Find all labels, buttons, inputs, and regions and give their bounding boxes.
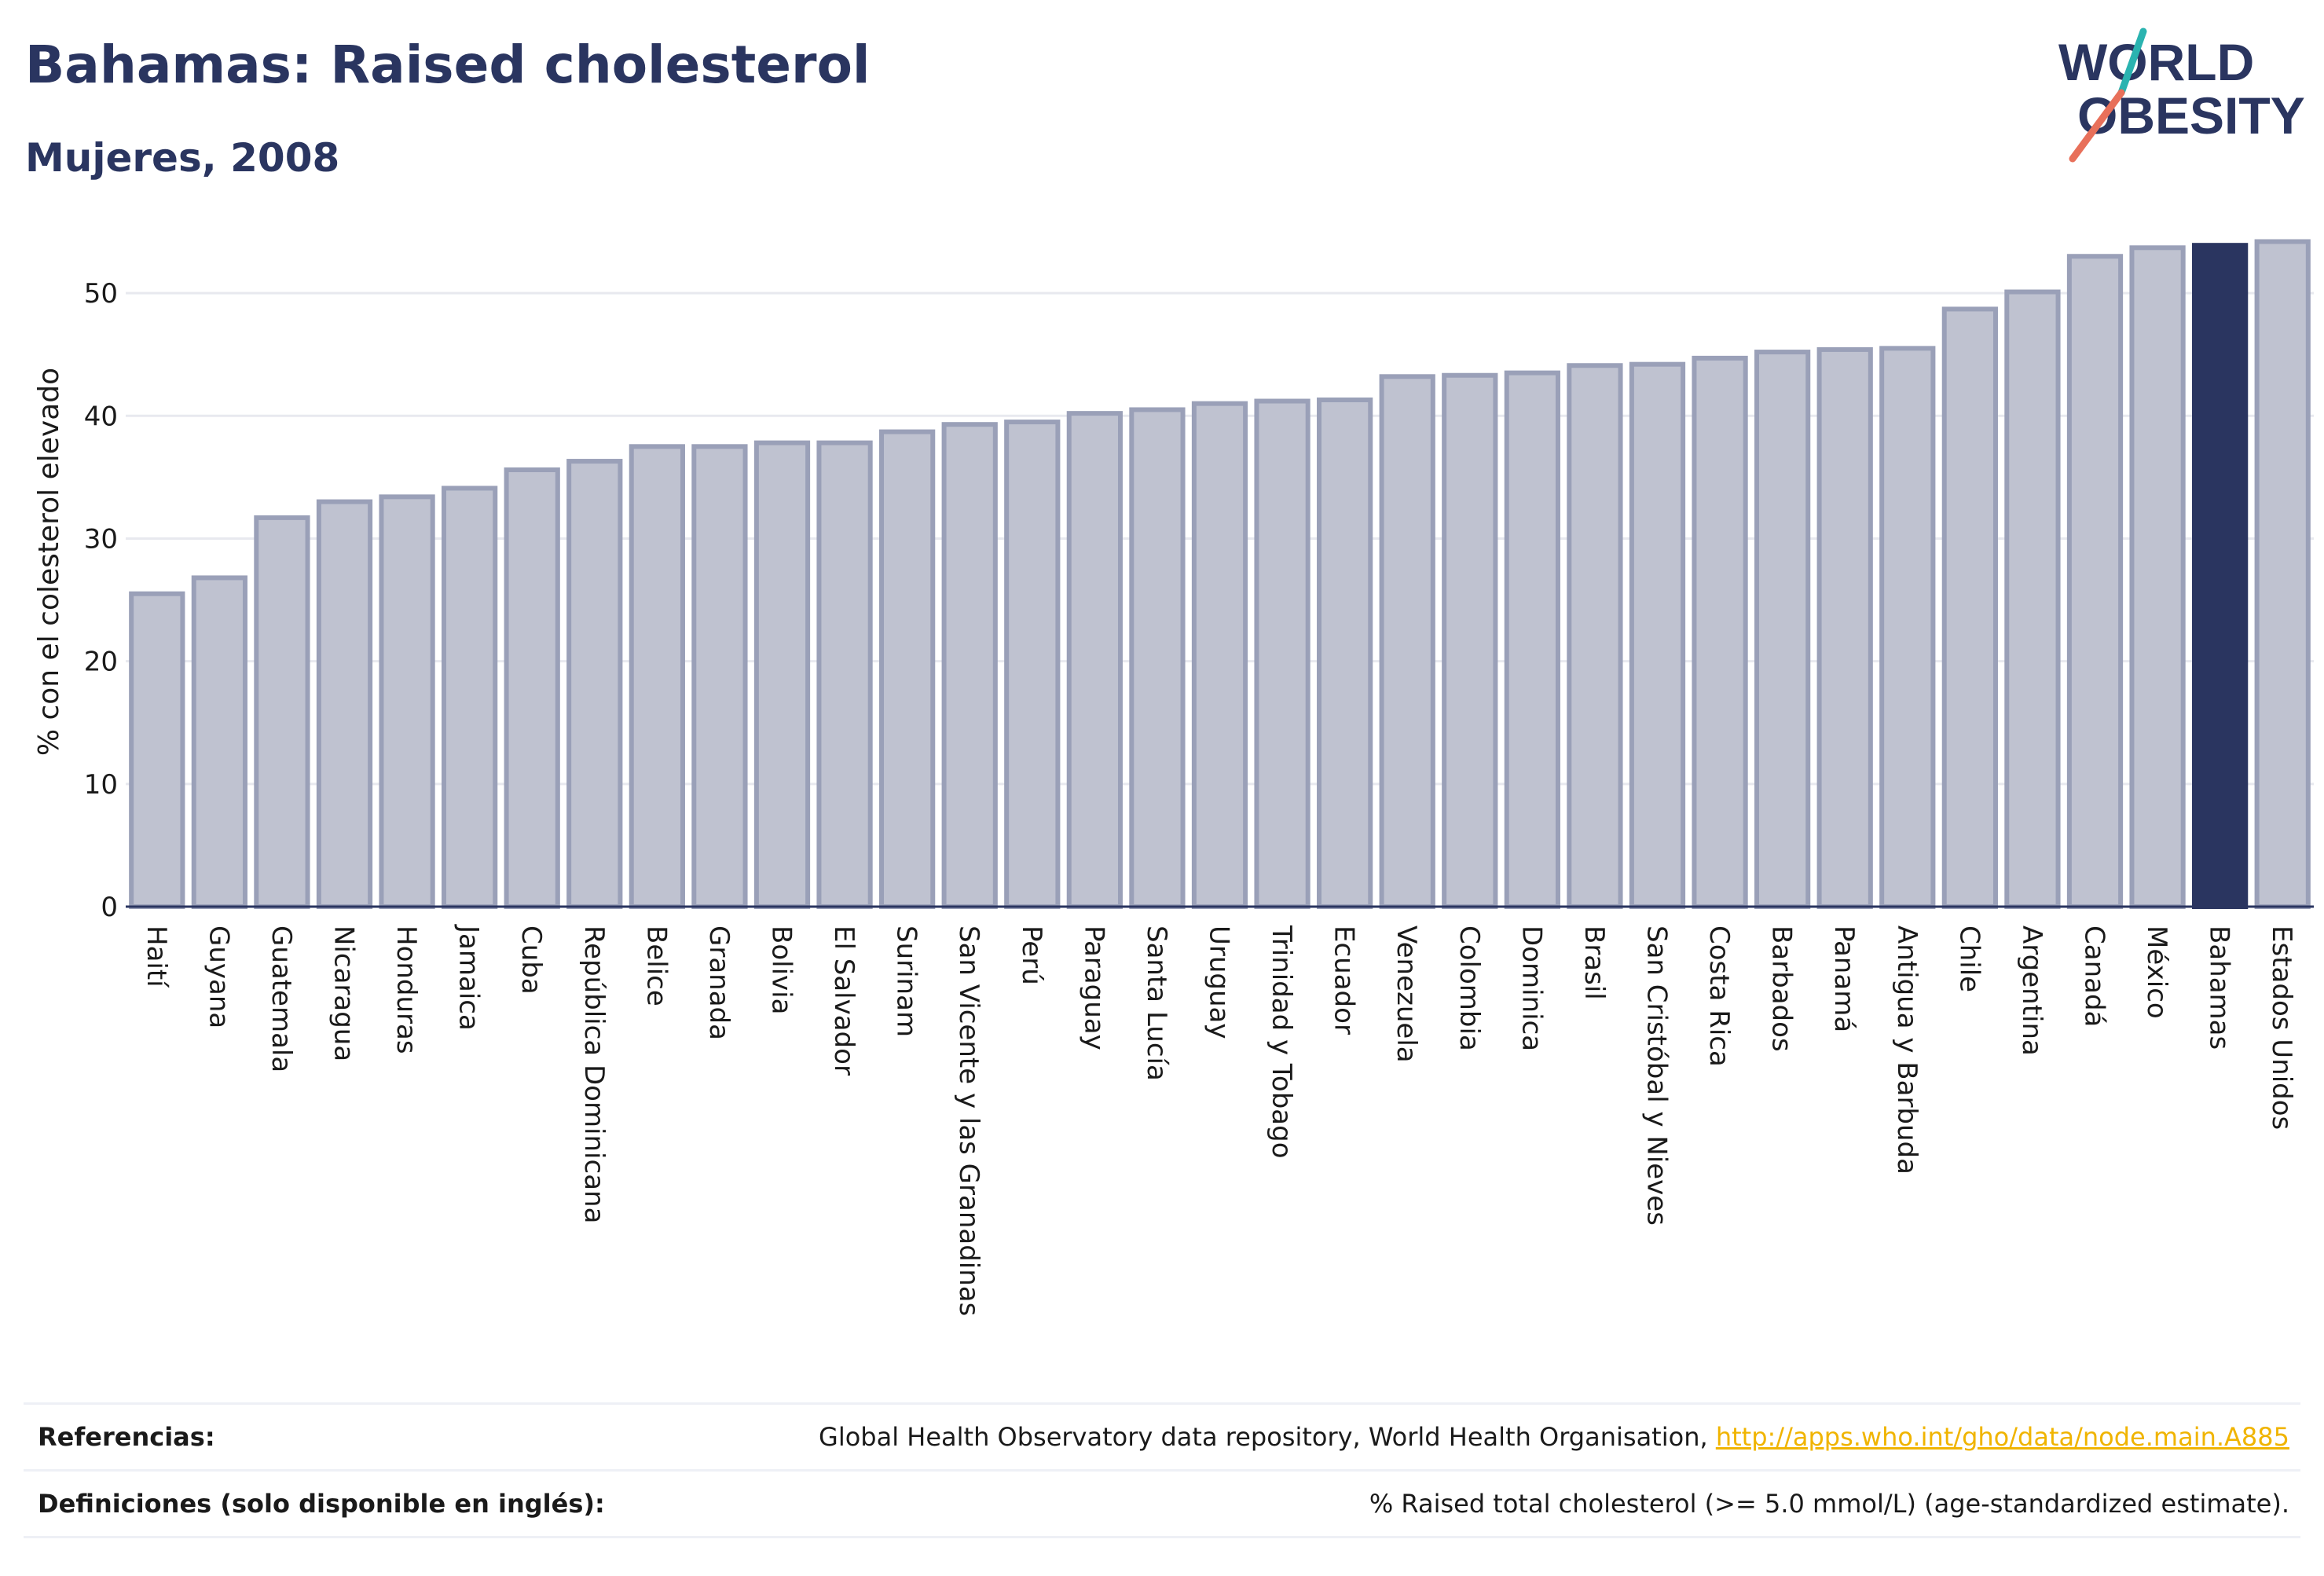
x-tick-label: Ecuador (1329, 925, 1360, 1035)
definitions-row: Definiciones (solo disponible en inglés)… (24, 1469, 2300, 1538)
bar (191, 575, 247, 909)
x-tick-label: Argentina (2016, 925, 2047, 1056)
x-tick-label: República Dominicana (578, 925, 610, 1223)
bar (1754, 350, 1811, 910)
definitions-value: % Raised total cholesterol (>= 5.0 mmol/… (1369, 1489, 2289, 1519)
bar (1816, 346, 1873, 909)
bar (2066, 254, 2124, 909)
x-tick-label: Uruguay (1204, 925, 1235, 1039)
bar (753, 440, 811, 909)
x-tick-label: Granada (703, 925, 735, 1040)
bar (1567, 363, 1623, 910)
x-tick-label: Bolivia (766, 925, 797, 1014)
definitions-label: Definiciones (solo disponible en inglés)… (38, 1489, 605, 1519)
bar (1879, 346, 1936, 909)
logo-slash-teal (2117, 27, 2147, 97)
bar (1066, 411, 1123, 909)
bar (941, 422, 998, 909)
x-tick-label: Panamá (1828, 925, 1860, 1032)
bar (2004, 289, 2061, 909)
bar (504, 467, 560, 909)
bar (1004, 420, 1061, 909)
x-tick-label: Dominica (1516, 925, 1547, 1051)
bar (879, 429, 936, 909)
y-tick-label: 50 (84, 278, 118, 310)
bar (816, 440, 873, 909)
x-tick-label: Barbados (1766, 925, 1798, 1052)
bar (1442, 372, 1498, 909)
y-tick-label: 20 (84, 647, 118, 678)
references-text: Global Health Observatory data repositor… (819, 1422, 1716, 1452)
logo-slash-coral (2069, 89, 2125, 163)
x-tick-label: Venezuela (1391, 925, 1422, 1063)
x-tick-label: Honduras (390, 925, 422, 1054)
bar (1504, 370, 1560, 910)
bar (1317, 397, 1373, 909)
x-tick-label: Chile (1953, 925, 1985, 992)
y-tick-label: 40 (84, 401, 118, 432)
y-ticks: 0 10 20 30 40 50 (84, 278, 118, 923)
bar (2254, 239, 2311, 909)
bar (129, 591, 185, 910)
bar (379, 494, 435, 909)
chart-subtitle: Mujeres, 2008 (25, 135, 340, 181)
bar (316, 499, 373, 909)
references-row: Referencias: Global Health Observatory d… (24, 1402, 2300, 1469)
x-tick-label: Guyana (203, 925, 234, 1028)
y-tick-label: 10 (84, 769, 118, 801)
x-tick-label: Jamaica (453, 924, 485, 1031)
bar (1941, 306, 1998, 909)
bar (1692, 355, 1748, 910)
x-tick-label: Belice (640, 925, 672, 1006)
bar-chart: 0 10 20 30 40 50 Haití Guyana Guatemala Nicaragu… (33, 239, 2314, 1316)
bar (629, 444, 685, 909)
bar (1191, 401, 1248, 909)
bar (691, 444, 748, 909)
x-labels: Haití Guyana Guatemala Nicaragua Honduras Jam… (141, 924, 2297, 1316)
y-tick-label: 0 (101, 892, 118, 923)
bar (1129, 407, 1186, 909)
references-value: Global Health Observatory data repositor… (819, 1422, 2289, 1452)
references-link[interactable]: http://apps.who.int/gho/data/node.main.A… (1715, 1422, 2289, 1452)
x-tick-label: Haití (141, 925, 172, 988)
x-tick-label: Colombia (1453, 925, 1485, 1051)
chart-title: Bahamas: Raised cholesterol (25, 35, 871, 95)
bar (1629, 361, 1686, 909)
x-tick-label: Brasil (1578, 925, 1610, 1000)
y-axis-label: % con el colesterol elevado (33, 368, 65, 756)
x-tick-label: San Vicente y las Granadinas (953, 925, 984, 1316)
x-tick-label: Surinam (891, 925, 922, 1037)
x-tick-label: Antigua y Barbuda (1891, 925, 1923, 1175)
references-label: Referencias: (38, 1422, 215, 1452)
x-tick-label: Trinidad y Tobago (1266, 925, 1297, 1159)
footer: Referencias: Global Health Observatory d… (24, 1402, 2300, 1538)
x-tick-label: San Cristóbal y Nieves (1641, 925, 1673, 1226)
bar (1254, 398, 1310, 910)
x-tick-label: Guatemala (266, 925, 297, 1072)
world-obesity-logo: WORLD OBESITY (2058, 27, 2305, 163)
y-tick-label: 30 (84, 523, 118, 555)
bar (1379, 374, 1435, 909)
x-tick-label: Estados Unidos (2266, 925, 2297, 1130)
x-tick-label: México (2141, 925, 2172, 1019)
x-tick-label: Costa Rica (1703, 925, 1735, 1067)
logo-line1: WORLD (2058, 33, 2254, 91)
bars-layer (126, 239, 2314, 910)
bar (2192, 243, 2249, 909)
x-tick-label: Santa Lucía (1141, 925, 1172, 1081)
bar (254, 515, 310, 909)
x-tick-label: El Salvador (828, 925, 860, 1076)
bar (442, 486, 498, 909)
x-tick-label: Paraguay (1078, 925, 1109, 1050)
x-tick-label: Cuba (515, 925, 547, 995)
x-tick-label: Canadá (2079, 925, 2110, 1027)
bar (2129, 245, 2186, 909)
x-tick-label: Bahamas (2204, 925, 2235, 1050)
x-tick-label: Perú (1016, 925, 1047, 985)
x-tick-label: Nicaragua (328, 925, 360, 1061)
bar (566, 459, 623, 909)
